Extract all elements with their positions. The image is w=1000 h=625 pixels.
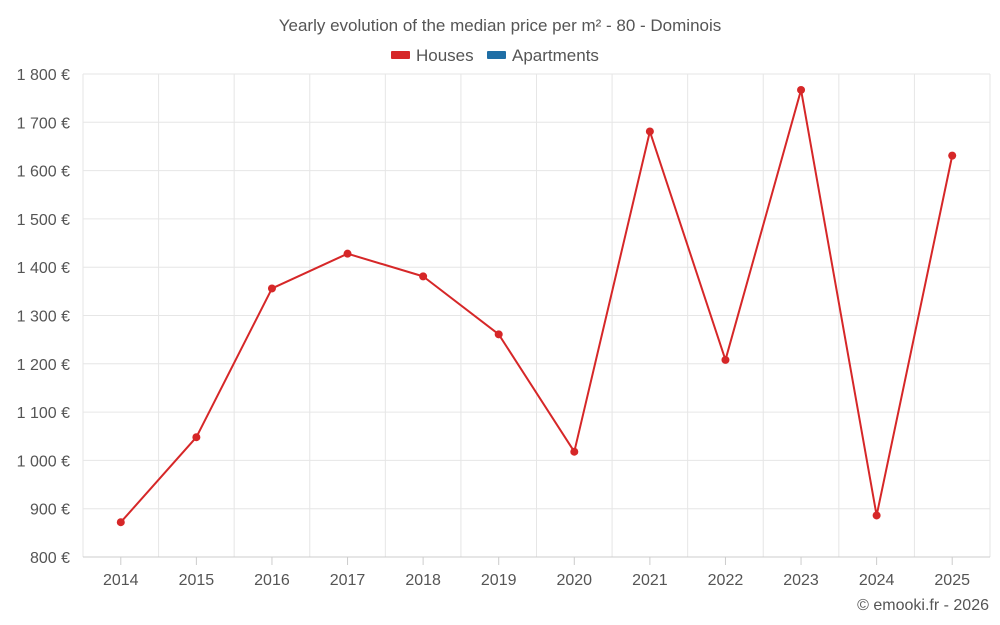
y-tick-label: 1 600 € [17,164,70,181]
credit-text: © emooki.fr - 2026 [857,597,989,614]
data-point-houses[interactable] [494,330,503,339]
legend-item-apartments[interactable]: Apartments [487,46,599,65]
y-tick-label: 1 700 € [17,115,70,132]
x-tick-label: 2015 [179,572,215,589]
grid [82,73,991,558]
y-tick-label: 1 400 € [17,260,70,277]
legend-swatch-houses [391,51,410,59]
series-line-houses [120,88,954,523]
data-point-houses[interactable] [267,284,276,293]
data-point-houses[interactable] [721,355,730,364]
legend-label-apartments: Apartments [512,46,599,65]
x-tick-label: 2023 [783,572,819,589]
data-point-houses[interactable] [797,85,806,94]
chart-title: Yearly evolution of the median price per… [279,16,722,35]
x-tick-label: 2018 [405,572,441,589]
legend-label-houses: Houses [416,46,474,65]
y-tick-label: 900 € [30,502,70,519]
x-tick-label: 2024 [859,572,895,589]
y-tick-label: 1 800 € [17,67,70,84]
y-tick-label: 1 500 € [17,212,70,229]
y-tick-label: 1 300 € [17,309,70,326]
x-tick-label: 2025 [934,572,970,589]
y-tick-label: 1 200 € [17,357,70,374]
data-point-houses[interactable] [570,447,579,456]
legend[interactable]: Houses Apartments [391,46,599,65]
x-tick-label: 2022 [708,572,744,589]
legend-item-houses[interactable]: Houses [391,46,474,65]
y-tick-label: 800 € [30,550,70,567]
data-point-houses[interactable] [948,151,957,160]
x-tick-label: 2016 [254,572,290,589]
x-tick-label: 2017 [330,572,366,589]
data-point-houses[interactable] [419,272,428,281]
data-point-houses[interactable] [116,518,125,527]
x-axis: 2014 2015 2016 2017 2018 2019 2020 2021 2022 2023… [83,556,990,589]
data-point-houses[interactable] [192,433,201,442]
y-tick-label: 1 000 € [17,453,70,470]
legend-swatch-apartments [487,51,506,59]
data-point-houses[interactable] [343,249,352,258]
y-tick-label: 1 100 € [17,405,70,422]
x-tick-label: 2021 [632,572,668,589]
series-houses [116,85,957,527]
x-tick-label: 2020 [556,572,592,589]
x-tick-label: 2014 [103,572,139,589]
data-point-houses[interactable] [645,127,654,136]
y-axis: 800 € 900 € 1 000 € 1 100 € 1 200 € 1 300 € 1 … [17,67,70,567]
data-point-houses[interactable] [872,511,881,520]
x-tick-label: 2019 [481,572,517,589]
